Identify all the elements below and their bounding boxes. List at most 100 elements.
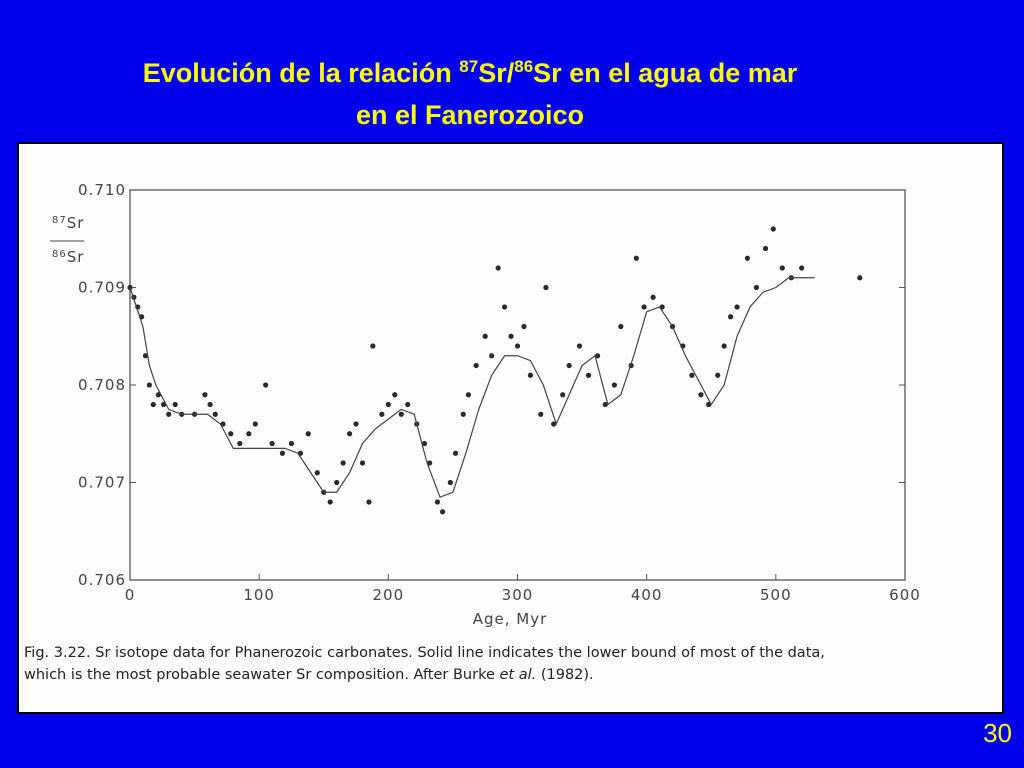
- title: Evolución de la relación 87Sr/86Sr en el…: [143, 57, 798, 88]
- data-point: [150, 401, 156, 408]
- data-point: [576, 343, 583, 349]
- data-point: [734, 304, 740, 310]
- y-tick-label: 0.709: [78, 279, 126, 297]
- data-point: [551, 421, 557, 427]
- y-label-sup: 87: [52, 215, 67, 226]
- data-point: [514, 343, 521, 349]
- data-point: [146, 382, 152, 388]
- y-label: 87Sr: [52, 214, 84, 232]
- data-point: [392, 392, 398, 398]
- data-point: [641, 304, 647, 310]
- title-part: Sr/: [478, 58, 515, 88]
- caption: which is the most probable seawater Sr c…: [24, 667, 594, 683]
- data-point: [482, 333, 488, 339]
- data-point: [212, 411, 218, 417]
- data-point: [501, 304, 508, 310]
- data-point: [495, 265, 501, 271]
- figure-panel: [17, 142, 1004, 714]
- data-point: [779, 265, 785, 271]
- data-point: [334, 479, 340, 486]
- data-point: [560, 392, 566, 398]
- x-tick-label: 0: [125, 586, 136, 604]
- data-point: [527, 372, 534, 378]
- x-label: Age, Myr: [473, 610, 548, 628]
- data-point: [602, 401, 608, 408]
- y-tick-label: 0.708: [78, 376, 126, 394]
- data-point: [857, 275, 863, 281]
- data-point: [473, 362, 479, 369]
- data-point: [618, 323, 624, 330]
- x-tick-label: 500: [760, 586, 792, 604]
- data-point: [379, 411, 385, 417]
- data-point: [594, 353, 601, 359]
- data-point: [421, 440, 428, 447]
- data-point: [305, 431, 311, 437]
- y-label-part: Sr: [67, 248, 85, 266]
- data-point: [427, 460, 433, 466]
- data-point: [340, 460, 346, 466]
- data-point: [508, 333, 514, 339]
- caption-part: (1982).: [536, 667, 593, 683]
- title-sup: 87: [459, 57, 478, 76]
- caption-part: et al.: [499, 667, 536, 683]
- data-point: [207, 401, 213, 408]
- x-tick-label: 600: [889, 586, 921, 604]
- title: en el Fanerozoico: [356, 100, 584, 130]
- caption-part: which is the most probable seawater Sr c…: [24, 667, 499, 683]
- data-point: [543, 284, 549, 291]
- data-point: [650, 294, 656, 300]
- data-point: [770, 226, 776, 232]
- data-point: [728, 314, 734, 320]
- caption: Fig. 3.22. Sr isotope data for Phanerozo…: [24, 645, 825, 661]
- data-point: [346, 431, 353, 437]
- data-point: [288, 440, 295, 447]
- y-label-sup: 86: [52, 249, 67, 260]
- y-tick-label: 0.710: [78, 181, 126, 199]
- y-tick-label: 0.706: [78, 571, 126, 589]
- data-point: [385, 401, 391, 408]
- data-point: [689, 372, 695, 378]
- data-point: [398, 411, 404, 417]
- data-point: [566, 362, 572, 369]
- data-point: [327, 499, 333, 505]
- x-tick-label: 200: [373, 586, 405, 604]
- data-point: [370, 343, 376, 349]
- title-part: Evolución de la relación: [143, 58, 460, 88]
- data-point: [715, 372, 721, 378]
- data-point: [142, 353, 149, 359]
- title-sup: 86: [514, 57, 533, 76]
- data-point: [263, 382, 269, 388]
- y-label-part: Sr: [67, 214, 85, 232]
- data-point: [314, 470, 320, 476]
- data-point: [353, 421, 359, 427]
- data-point: [439, 509, 446, 515]
- data-point: [465, 392, 472, 398]
- data-point: [744, 255, 751, 261]
- data-point: [405, 401, 411, 408]
- data-point: [753, 284, 760, 291]
- data-point: [521, 323, 527, 330]
- y-label: 86Sr: [52, 248, 84, 266]
- data-point: [489, 353, 495, 359]
- data-point: [585, 372, 592, 378]
- data-point: [202, 392, 208, 398]
- data-point: [279, 450, 286, 456]
- x-tick-label: 100: [243, 586, 275, 604]
- data-point: [721, 343, 727, 349]
- data-point: [538, 411, 544, 417]
- x-tick-label: 300: [502, 586, 534, 604]
- data-point: [434, 499, 441, 505]
- data-point: [359, 460, 366, 466]
- y-tick-label: 0.707: [78, 474, 126, 492]
- data-point: [460, 411, 466, 417]
- data-point: [452, 450, 459, 456]
- lower-bound-line: [129, 277, 815, 498]
- title-part: Sr en el agua de mar: [533, 58, 798, 88]
- x-tick-label: 400: [631, 586, 663, 604]
- data-point: [246, 431, 252, 437]
- data-point: [237, 440, 243, 447]
- data-point: [611, 382, 617, 388]
- data-point: [447, 479, 453, 486]
- data-point: [799, 265, 805, 271]
